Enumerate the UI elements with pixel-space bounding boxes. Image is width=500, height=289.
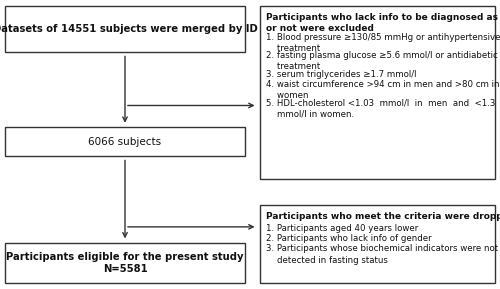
Text: 1. Blood pressure ≥130/85 mmHg or antihypertensive
    treatment: 1. Blood pressure ≥130/85 mmHg or antihy… [266,33,500,53]
Text: 3. Participants whose biochemical indicators were not
    detected in fasting st: 3. Participants whose biochemical indica… [266,244,498,265]
Text: 2. Participants who lack info of gender: 2. Participants who lack info of gender [266,234,432,243]
Bar [260,205,495,283]
Text: 2. fasting plasma glucose ≥5.6 mmol/l or antidiabetic
    treatment: 2. fasting plasma glucose ≥5.6 mmol/l or… [266,51,498,71]
Text: 1. Participants aged 40 years lower: 1. Participants aged 40 years lower [266,224,418,233]
Text: 6066 subjects: 6066 subjects [88,137,162,147]
Text: Participants eligible for the present study
N=5581: Participants eligible for the present st… [6,252,244,274]
Text: 4. waist circumference >94 cm in men and >80 cm in
    women: 4. waist circumference >94 cm in men and… [266,80,500,100]
Bar [5,127,245,156]
Text: Participants who lack info to be diagnosed as MetS
or not were excluded: Participants who lack info to be diagnos… [266,13,500,33]
Text: Participants who meet the criteria were dropped: Participants who meet the criteria were … [266,212,500,221]
Bar [5,243,245,283]
Text: Datasets of 14551 subjects were merged by ID: Datasets of 14551 subjects were merged b… [0,24,258,34]
Text: 5. HDL-cholesterol <1.03  mmol/l  in  men  and  <1.3
    mmol/l in women.: 5. HDL-cholesterol <1.03 mmol/l in men a… [266,99,496,118]
Text: 3. serum triglycerides ≥1.7 mmol/l: 3. serum triglycerides ≥1.7 mmol/l [266,70,416,79]
Bar [260,6,495,179]
Bar [5,6,245,52]
